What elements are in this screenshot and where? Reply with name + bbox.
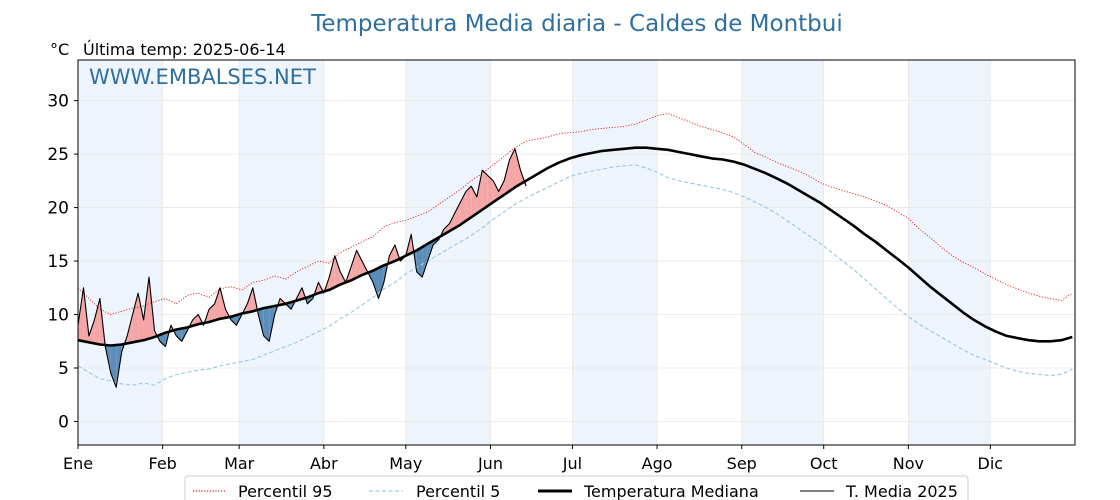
y-tick-label: 10 (47, 306, 69, 326)
month-band (908, 60, 991, 445)
fill-above-median (334, 255, 341, 288)
fill-below-median (422, 243, 428, 278)
fill-below-median (373, 268, 379, 299)
fill-above-median (493, 180, 499, 203)
y-tick-label: 25 (47, 145, 69, 165)
fill-above-median (509, 148, 516, 192)
y-tick-label: 20 (47, 199, 69, 219)
fill-below-median (263, 307, 270, 342)
fill-above-median (88, 319, 95, 344)
y-tick-label: 5 (58, 359, 69, 379)
series-line-media-2025 (77, 148, 527, 388)
plot-frame (77, 59, 1076, 446)
watermark-text: WWW.EMBALSES.NET (89, 65, 316, 89)
x-tick-label: Feb (149, 454, 177, 473)
x-tick-label: Mar (224, 454, 255, 473)
x-tick-label: Jul (562, 454, 582, 473)
legend-box (184, 475, 969, 500)
legend: Percentil 95 Percentil 5 Temperatura Med… (184, 475, 969, 500)
fill-above-median (389, 245, 395, 264)
fill-above-median (192, 314, 199, 326)
anomaly-fills (78, 148, 526, 388)
fill-above-median (487, 175, 494, 206)
fill-above-median (504, 159, 510, 195)
fill-above-median (515, 148, 521, 188)
fill-above-median (476, 170, 483, 214)
series-line-p95 (77, 113, 1073, 315)
fill-above-median (471, 186, 477, 218)
fill-above-median (498, 180, 505, 199)
fill-above-median (132, 293, 139, 343)
month-band (741, 60, 824, 445)
y-axis-ticks: 0 5 10 15 20 25 30 (47, 92, 78, 432)
legend-label-median: Temperatura Mediana (583, 482, 759, 500)
x-tick-label: Oct (810, 454, 838, 473)
series-line-p5 (77, 164, 1073, 386)
fill-above-median (329, 255, 335, 290)
last-temp-label: Última temp: 2025-06-14 (83, 40, 286, 59)
fill-above-median (220, 287, 226, 319)
y-axis-unit-label: °C (50, 40, 69, 59)
x-tick-label: May (389, 454, 422, 473)
fill-above-median (454, 202, 461, 228)
x-tick-label: Sep (727, 454, 757, 473)
x-tick-label: Dic (978, 454, 1004, 473)
fill-above-median (247, 287, 253, 313)
fill-above-median (465, 186, 472, 221)
fill-above-median (351, 250, 357, 281)
fill-above-median (78, 287, 84, 342)
month-band (572, 60, 658, 445)
fill-above-median (214, 287, 221, 321)
x-axis-ticks: Ene Feb Mar Abr May Jun Jul Ago Sep Oct Nov Dic (63, 445, 1003, 473)
x-tick-label: Ago (642, 454, 673, 473)
fill-above-median (356, 250, 363, 278)
fill-above-median (94, 298, 100, 345)
y-tick-label: 30 (47, 92, 69, 112)
fill-above-median (482, 170, 488, 210)
x-tick-label: Nov (893, 454, 924, 473)
chart-title: Temperatura Media diaria - Caldes de Mon… (310, 11, 843, 37)
fill-below-median (159, 332, 166, 347)
month-bands (78, 60, 991, 445)
fill-below-median (416, 247, 423, 278)
y-tick-label: 0 (58, 412, 69, 432)
fill-above-median (143, 277, 150, 341)
x-tick-label: Ene (63, 454, 93, 473)
x-tick-label: Abr (310, 454, 338, 473)
fill-above-median (138, 293, 144, 342)
legend-label-media-2025: T. Media 2025 (845, 482, 958, 500)
fill-below-median (378, 265, 384, 299)
legend-label-p95: Percentil 95 (238, 482, 333, 500)
y-tick-label: 15 (47, 252, 69, 272)
x-tick-label: Jun (477, 454, 503, 473)
month-band (78, 60, 163, 445)
fill-above-median (449, 212, 455, 232)
series-lines (77, 113, 1073, 388)
legend-label-p5: Percentil 5 (416, 482, 500, 500)
fill-below-median (176, 328, 182, 342)
series-line-median (77, 146, 1073, 347)
grid-lines (77, 60, 1075, 445)
month-band (239, 60, 324, 445)
